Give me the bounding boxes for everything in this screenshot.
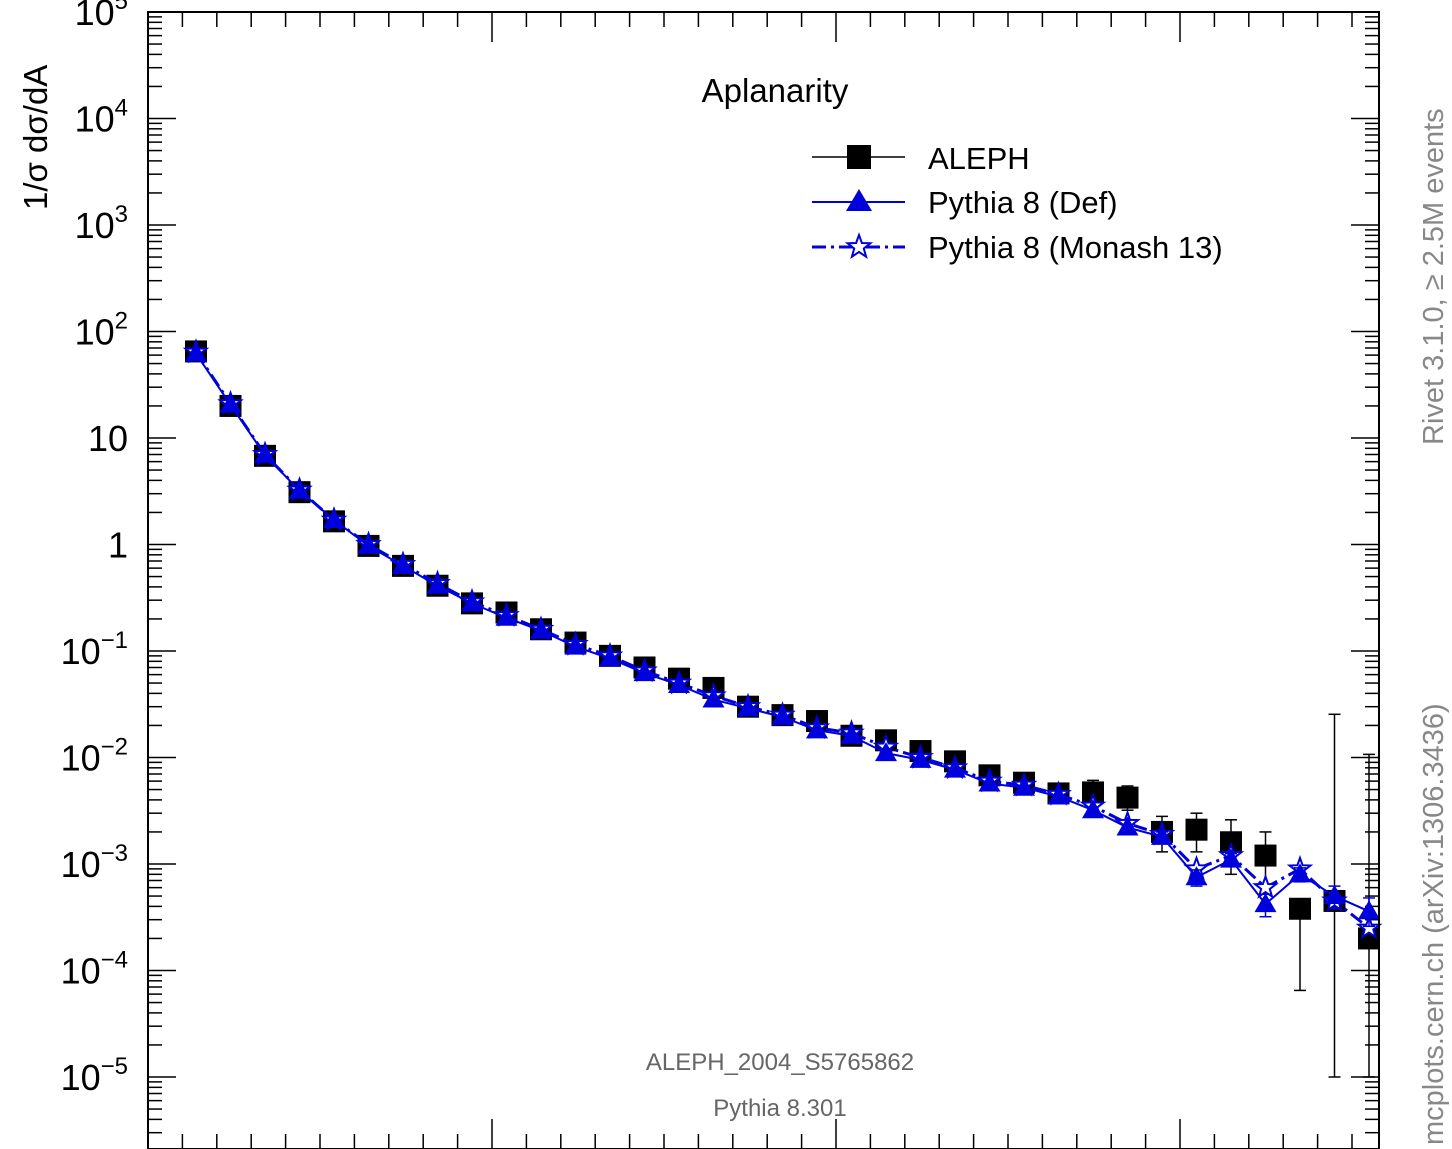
data-point-triangle [564, 635, 587, 655]
legend-label-pythia-def: Pythia 8 (Def) [928, 185, 1118, 220]
data-point-triangle [1358, 900, 1380, 920]
y-tick-label: 102 [75, 308, 128, 353]
data-series [182, 338, 1383, 1078]
y-tick-label: 10−5 [61, 1053, 128, 1098]
data-point-triangle [978, 772, 1001, 792]
series-line [194, 351, 1370, 930]
legend-marker-star [844, 232, 874, 260]
legend-label-aleph: ALEPH [928, 141, 1030, 176]
data-point-triangle [254, 444, 276, 464]
data-point-triangle [1323, 885, 1346, 905]
data-point-triangle [702, 688, 725, 708]
data-point-triangle [461, 592, 483, 612]
rivet-version-label: Rivet 3.1.0, ≥ 2.5M events [1418, 108, 1450, 445]
data-point-triangle [1220, 848, 1242, 868]
data-point-square [1116, 786, 1139, 809]
data-point-triangle [1289, 863, 1311, 883]
data-point-square [1254, 844, 1277, 867]
data-point-square [1185, 818, 1208, 841]
plot-frame [147, 11, 1380, 1149]
data-point-triangle [323, 508, 345, 528]
data-point-triangle [1082, 799, 1104, 819]
data-point-triangle [1013, 776, 1035, 796]
legend-entry-aleph: ALEPH [812, 141, 1030, 176]
mcplots-label: mcplots.cern.ch (arXiv:1306.3436) [1418, 703, 1450, 1145]
y-tick-label: 105 [75, 0, 128, 33]
data-point-triangle [771, 706, 794, 726]
data-point-triangle [185, 342, 207, 362]
legend: ALEPH Pythia 8 (Def) Pythia 8 (Monash 13… [812, 141, 1223, 265]
legend-label-pythia-monash: Pythia 8 (Monash 13) [928, 230, 1223, 265]
data-point-triangle [875, 742, 897, 762]
data-point-square [1289, 897, 1311, 920]
data-point-triangle [1151, 825, 1173, 845]
data-point-triangle [392, 554, 414, 574]
y-tick-label: 1 [108, 525, 128, 566]
legend-marker-triangle [846, 189, 872, 211]
data-point-triangle [357, 534, 380, 554]
data-point-triangle [1116, 816, 1139, 836]
y-tick-label: 10−2 [61, 734, 128, 779]
y-tick-label: 10 [88, 418, 128, 459]
data-point-triangle [668, 673, 690, 693]
legend-entry-pythia-def: Pythia 8 (Def) [812, 185, 1118, 220]
data-point-triangle [495, 606, 518, 626]
data-point-star [1252, 873, 1279, 899]
y-tick-label: 10−1 [61, 627, 128, 672]
data-point-triangle [944, 758, 966, 778]
series-blue-triangles-solid [185, 342, 1380, 928]
data-point-triangle [1254, 893, 1277, 913]
y-tick-label: 103 [75, 201, 128, 246]
y-axis-label: 1/σ dσ/dA [17, 65, 54, 210]
y-tick-label: 10−3 [61, 840, 128, 885]
analysis-label: ALEPH_2004_S5765862 [646, 1049, 914, 1076]
data-point-triangle [426, 574, 449, 594]
data-point-triangle [737, 697, 759, 717]
generator-label: Pythia 8.301 [713, 1095, 846, 1122]
y-tick-label: 104 [75, 95, 128, 140]
data-point-triangle [1185, 866, 1208, 886]
legend-entry-pythia-monash: Pythia 8 (Monash 13) [812, 230, 1223, 265]
legend-marker-square [847, 145, 871, 169]
series-blue-stars-dashdot [182, 338, 1383, 940]
observable-title: Aplanarity [702, 72, 849, 109]
data-point-triangle [909, 748, 932, 768]
data-point-triangle [840, 724, 863, 744]
data-point-triangle [1047, 785, 1070, 805]
data-point-triangle [219, 393, 242, 413]
data-point-triangle [530, 619, 552, 639]
data-point-triangle [288, 479, 311, 499]
data-point-triangle [599, 647, 621, 667]
y-tick-label: 10−4 [61, 947, 128, 992]
data-point-triangle [806, 719, 828, 739]
data-point-triangle [633, 662, 656, 682]
axis-ticks [147, 12, 1379, 1149]
